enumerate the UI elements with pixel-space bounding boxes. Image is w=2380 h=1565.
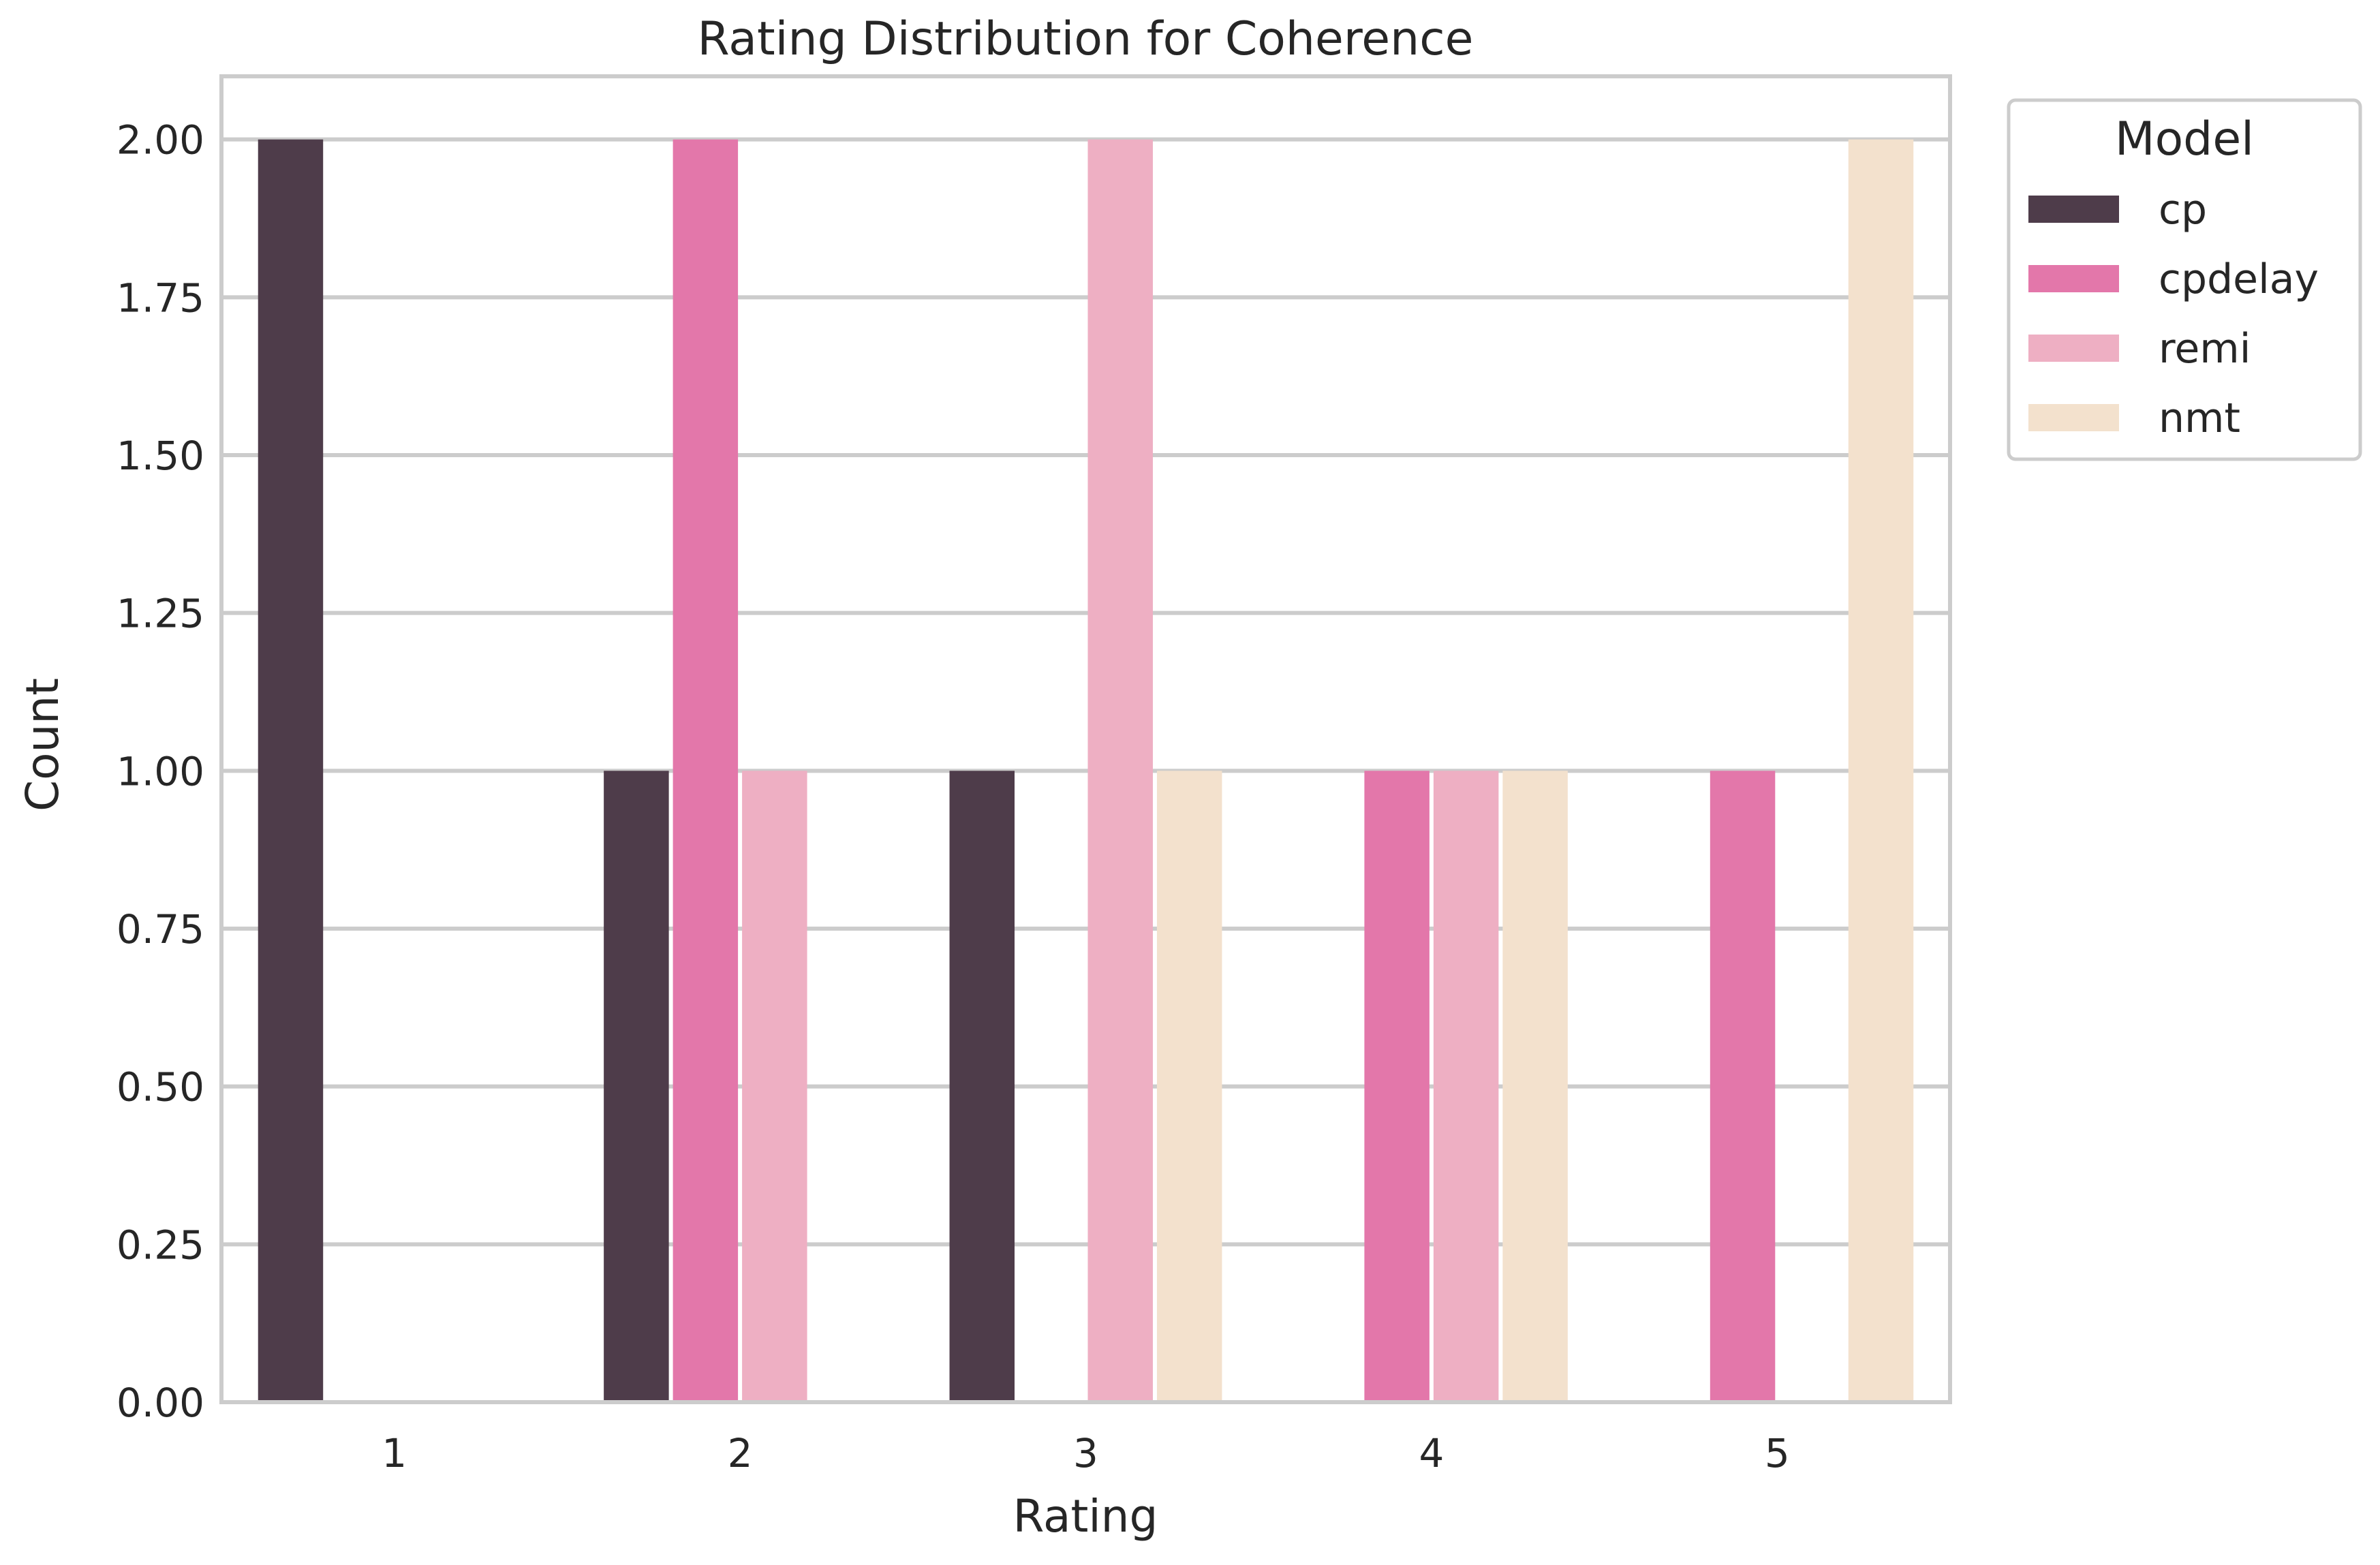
plot-frame — [219, 74, 1952, 1404]
bar-cp-rating-1 — [258, 139, 324, 1403]
bar-cpdelay-rating-4 — [1364, 771, 1429, 1402]
legend-swatch-cpdelay — [2028, 265, 2119, 292]
bar-remi-rating-2 — [742, 771, 807, 1402]
x-tick-label: 2 — [728, 1430, 753, 1476]
x-tick-label: 4 — [1419, 1430, 1444, 1476]
legend-title: Model — [2115, 112, 2254, 166]
bar-cpdelay-rating-2 — [673, 139, 739, 1403]
y-axis-label: Count — [16, 678, 69, 811]
y-tick-labels: 0.00 0.25 0.50 0.75 1.00 1.25 1.50 1.75 2.00 — [117, 117, 204, 1426]
y-tick-label: 0.75 — [117, 906, 204, 952]
y-tick-label: 0.00 — [117, 1380, 204, 1426]
legend-swatch-cp — [2028, 196, 2119, 223]
y-tick-label: 1.50 — [117, 433, 204, 479]
bar-cp-rating-2 — [604, 771, 669, 1402]
legend-label-cpdelay: cpdelay — [2159, 255, 2319, 303]
bar-nmt-rating-5 — [1848, 139, 1914, 1403]
bar-cp-rating-3 — [949, 771, 1015, 1402]
y-tick-label: 1.00 — [117, 748, 204, 794]
y-tick-label: 0.25 — [117, 1222, 204, 1268]
y-tick-label: 0.50 — [117, 1064, 204, 1111]
y-tick-label: 1.75 — [117, 275, 204, 321]
legend-swatch-nmt — [2028, 404, 2119, 431]
x-tick-labels: 1 2 3 4 5 — [382, 1430, 1790, 1476]
chart-title: Rating Distribution for Coherence — [698, 12, 1474, 66]
x-axis-label: Rating — [1013, 1490, 1158, 1543]
legend-label-nmt: nmt — [2159, 394, 2240, 442]
x-tick-label: 1 — [382, 1430, 407, 1476]
legend-label-cp: cp — [2159, 186, 2207, 234]
x-tick-label: 3 — [1073, 1430, 1098, 1476]
legend-swatch-remi — [2028, 335, 2119, 362]
x-tick-label: 5 — [1765, 1430, 1790, 1476]
bar-nmt-rating-4 — [1502, 771, 1568, 1402]
bar-remi-rating-3 — [1087, 139, 1153, 1403]
bar-cpdelay-rating-5 — [1710, 771, 1776, 1402]
legend-label-remi: remi — [2159, 325, 2251, 373]
y-tick-label: 1.25 — [117, 591, 204, 637]
y-tick-label: 2.00 — [117, 117, 204, 164]
legend: Model cp cpdelay remi nmt — [2007, 98, 2362, 461]
bar-remi-rating-4 — [1433, 771, 1499, 1402]
bar-nmt-rating-3 — [1156, 771, 1222, 1402]
legend-frame — [2007, 98, 2362, 461]
bars — [258, 139, 1914, 1403]
